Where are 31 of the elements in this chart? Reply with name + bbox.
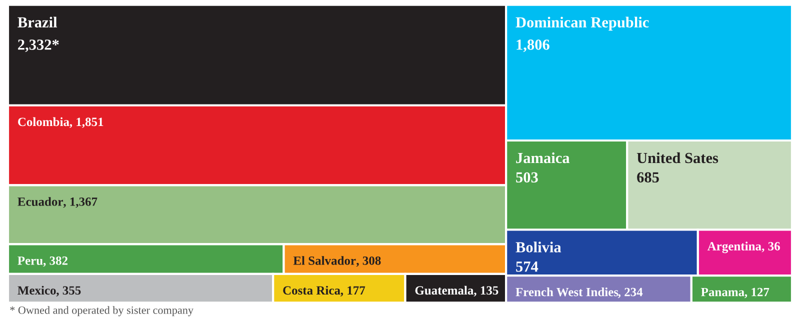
data-label: 685 [637, 172, 659, 183]
data-label: 2,332* [18, 40, 59, 52]
data-label: , 1,851 [70, 118, 104, 128]
data-label: , 177 [340, 286, 366, 296]
text: * Owned and operated by sister company [10, 306, 194, 316]
data-label: , 382 [43, 256, 68, 267]
data-label: , 355 [56, 286, 81, 296]
category-label: Mexico [18, 286, 56, 295]
data-label: , 308 [356, 256, 381, 267]
category-label: Ecuador [18, 197, 63, 206]
data-label: , 1,367 [63, 198, 98, 208]
category-label: El Salvador [293, 256, 356, 265]
category-label: French West Indies [516, 287, 618, 296]
data-label: , 36 [762, 242, 780, 252]
category-label: Costa Rica [283, 286, 340, 295]
category-label: United Sates [636, 152, 718, 164]
data-label: 503 [516, 172, 538, 183]
data-label: 574 [516, 262, 538, 272]
category-label: Guatemala [415, 286, 474, 295]
category-label: Colombia [18, 117, 70, 126]
category-label: Argentina [707, 242, 762, 254]
data-label: , 234 [618, 288, 643, 298]
data-label: 1,806 [516, 40, 550, 52]
data-label: , 127 [744, 288, 770, 298]
data-label: , 135 [474, 286, 498, 296]
category-label: Peru [18, 256, 43, 265]
category-label: Brazil [18, 16, 58, 28]
category-label: Panama [701, 288, 744, 296]
category-label: Bolivia [516, 242, 562, 252]
category-label: Dominican Republic [516, 16, 649, 31]
category-label: Jamaica [516, 152, 570, 164]
